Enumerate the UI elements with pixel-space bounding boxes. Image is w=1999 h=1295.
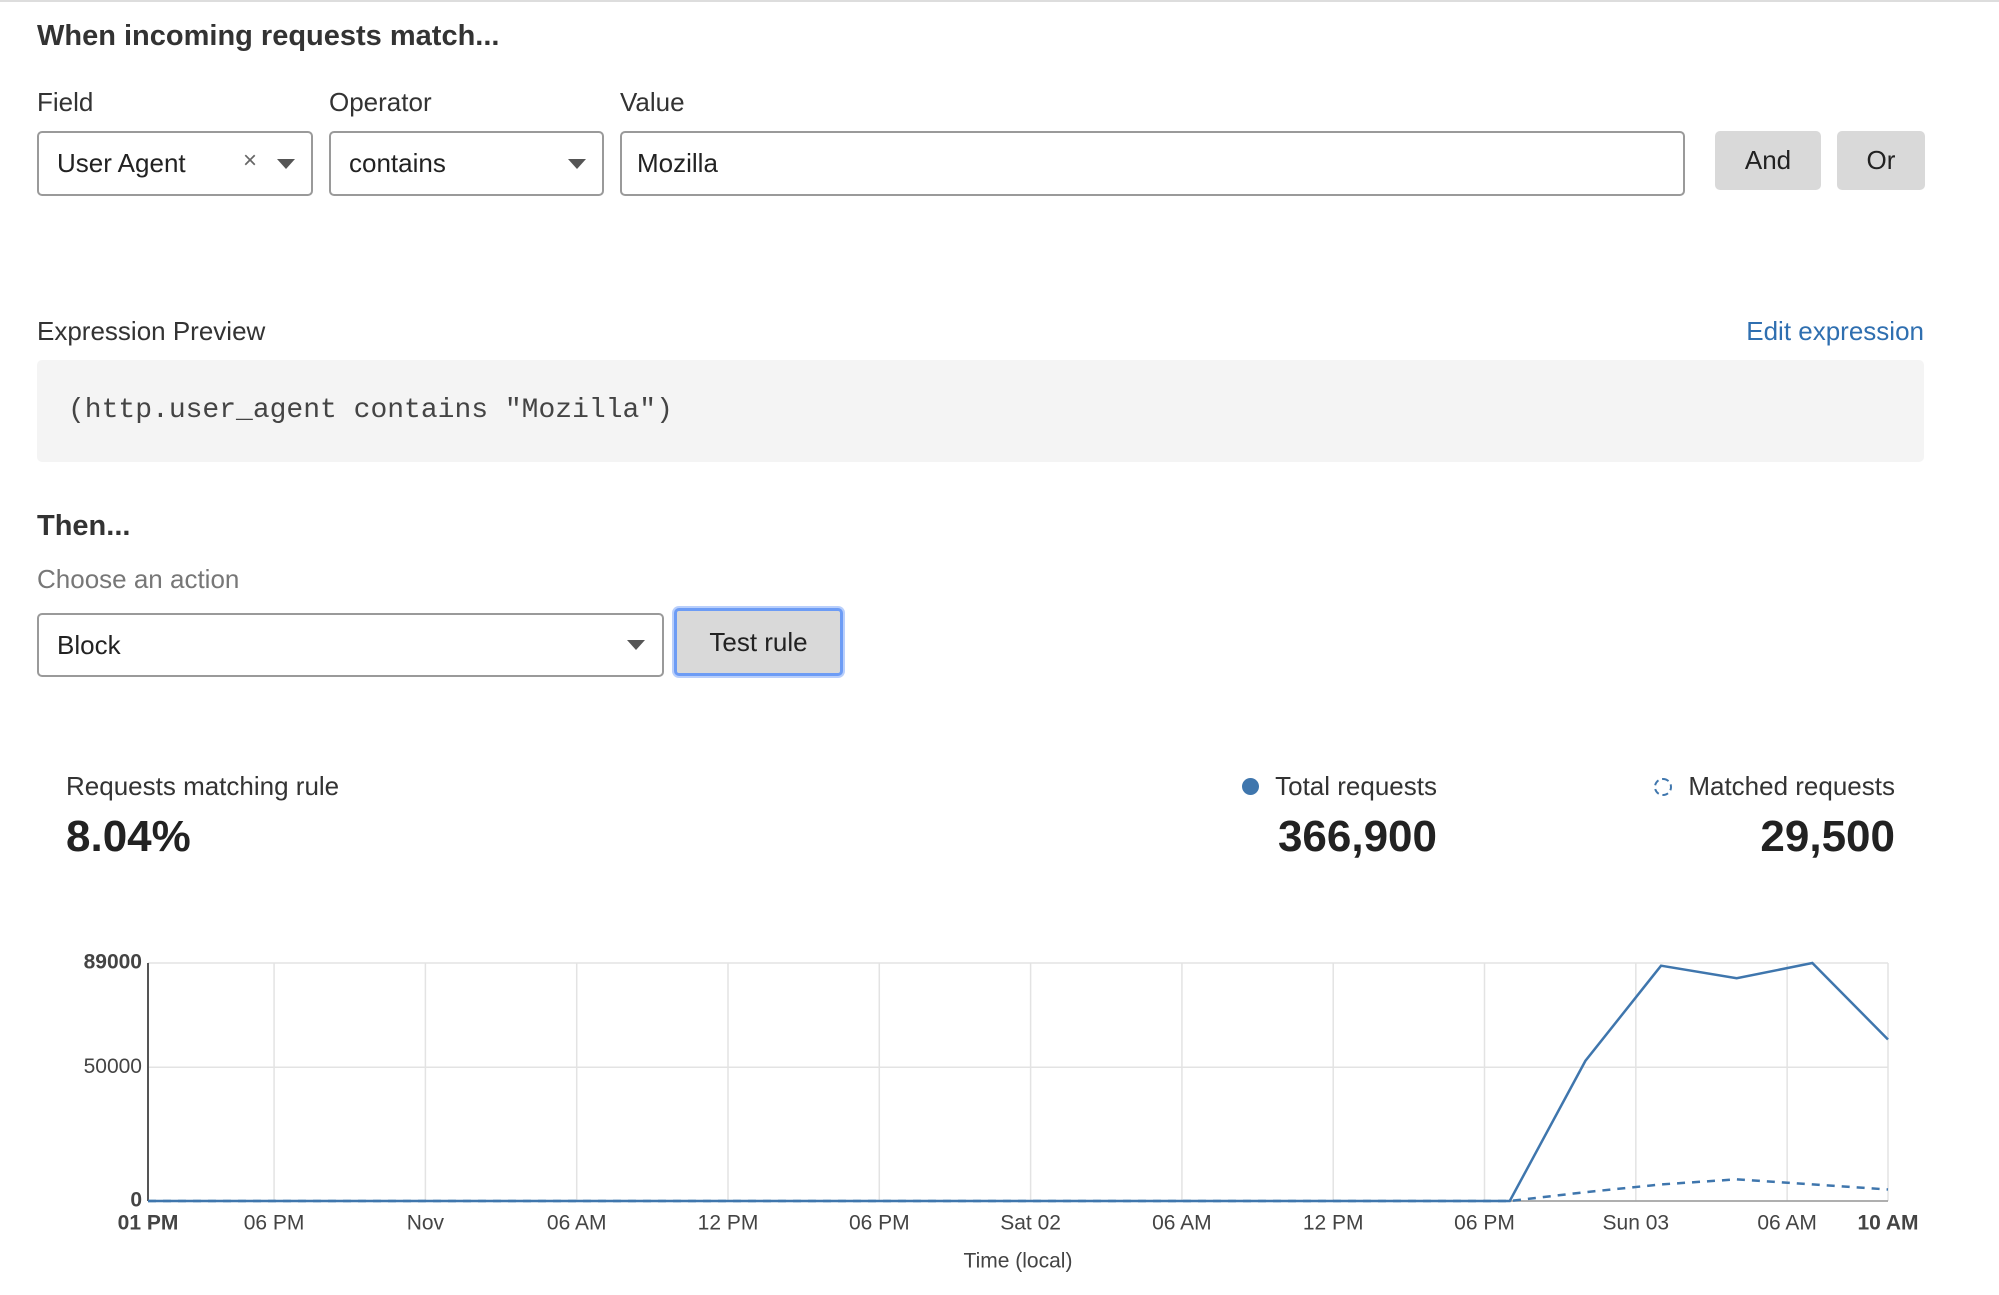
- edit-link[interactable]: Edit expression: [1746, 316, 1924, 346]
- x-tick-label: 12 PM: [698, 1212, 759, 1235]
- x-tick-label: 06 PM: [244, 1212, 305, 1235]
- caret: [277, 158, 295, 169]
- x-tick-label: 06 AM: [547, 1212, 607, 1235]
- legend-total: Total requests: [1242, 771, 1437, 802]
- value-input[interactable]: Mozilla: [620, 131, 1685, 196]
- stat-value: 8.04%: [66, 812, 191, 861]
- field-value: User Agent: [57, 148, 186, 178]
- x-tick-label: 06 PM: [1454, 1212, 1515, 1235]
- x-tick-label: 06 PM: [849, 1212, 910, 1235]
- y-tick-label: 89000: [84, 951, 142, 974]
- x-tick-label: 06 AM: [1757, 1212, 1817, 1235]
- action-select[interactable]: Block: [37, 613, 664, 677]
- legend-dot: [1242, 778, 1260, 795]
- x-tick-label: 12 PM: [1303, 1212, 1364, 1235]
- field-select[interactable]: User Agent ×: [37, 131, 313, 196]
- caret: [627, 640, 645, 650]
- field-label: Field: [37, 87, 94, 117]
- stat-label: Requests matching rule: [66, 771, 340, 801]
- series-line: [148, 1178, 1889, 1203]
- or-button[interactable]: Or: [1837, 131, 1925, 190]
- code-box: (http.user_agent contains "Mozilla"): [37, 360, 1924, 462]
- legend-label: Matched requests: [1688, 771, 1895, 801]
- matched-value: 29,500: [1760, 812, 1895, 861]
- value-text: Mozilla: [637, 148, 718, 178]
- x-tick-label: 06 AM: [1152, 1212, 1212, 1235]
- series-line: [148, 961, 1889, 1203]
- x-tick-label: Sun 03: [1603, 1212, 1670, 1235]
- preview-label: Expression Preview: [37, 316, 266, 346]
- operator-select[interactable]: contains: [329, 131, 604, 196]
- legend-matched: Matched requests: [1654, 771, 1895, 802]
- total-value: 366,900: [1277, 812, 1437, 861]
- legend-label: Total requests: [1275, 771, 1437, 801]
- action-label: Choose an action: [37, 564, 240, 594]
- test-rule-button[interactable]: Test rule: [674, 608, 843, 676]
- y-tick-label: 50000: [84, 1055, 142, 1078]
- x-tick-label: Nov: [407, 1212, 445, 1235]
- and-button[interactable]: And: [1715, 131, 1821, 190]
- heading: When incoming requests match...: [37, 20, 500, 52]
- action-value: Block: [57, 629, 121, 660]
- x-tick-label: 10 AM: [1857, 1212, 1918, 1235]
- x-axis-title: Time (local): [964, 1250, 1073, 1273]
- expression: (http.user_agent contains "Mozilla"): [68, 395, 673, 426]
- operator-label: Operator: [329, 87, 432, 117]
- value-label: Value: [620, 87, 685, 117]
- x-tick-label: Sat 02: [1000, 1212, 1061, 1235]
- y-tick-label: 0: [130, 1189, 142, 1212]
- legend-dot: [1654, 777, 1673, 796]
- x-tick-label: 01 PM: [118, 1212, 179, 1235]
- clear-icon[interactable]: ×: [243, 147, 258, 174]
- then-heading: Then...: [37, 510, 131, 542]
- caret: [568, 158, 586, 169]
- top-border: [0, 0, 1999, 2]
- operator-value: contains: [349, 148, 446, 178]
